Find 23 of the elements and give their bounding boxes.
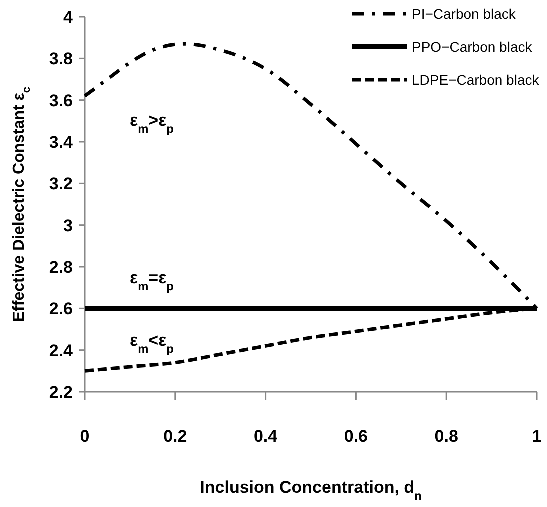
y-tick-label: 3.4 xyxy=(49,132,74,152)
x-tick-label: 0 xyxy=(80,427,90,446)
x-tick-label: 0.2 xyxy=(164,427,188,446)
annotation: ε$_{m}$=ε$_{p}$ xyxy=(130,268,174,294)
x-tick-label: 0.8 xyxy=(434,427,458,446)
x-axis-title: Inclusion Concentration, d$_{n}$ xyxy=(200,478,422,503)
legend-label: PI−Carbon black xyxy=(412,6,517,22)
y-tick-label: 3.6 xyxy=(49,91,73,110)
x-tick-label: 0.4 xyxy=(254,427,278,446)
x-tick-label: 1 xyxy=(532,427,542,446)
y-tick-label: 2.2 xyxy=(49,382,73,402)
annotation: ε$_{m}$<ε$_{p}$ xyxy=(130,331,174,356)
y-tick-label: 3 xyxy=(64,216,73,236)
y-tick-label: 2.8 xyxy=(49,258,73,277)
y-tick-label: 2.6 xyxy=(49,300,73,319)
y-tick-label: 3.8 xyxy=(49,50,73,69)
y-tick-label: 4 xyxy=(64,8,74,27)
y-tick-label: 2.4 xyxy=(49,341,74,360)
x-tick-label: 0.6 xyxy=(344,427,368,446)
legend-label: LDPE−Carbon black xyxy=(412,72,540,88)
y-tick-label: 3.2 xyxy=(49,174,73,194)
legend-label: PPO−Carbon black xyxy=(412,38,534,55)
annotation: ε$_{m}$>ε$_{p}$ xyxy=(130,111,174,136)
